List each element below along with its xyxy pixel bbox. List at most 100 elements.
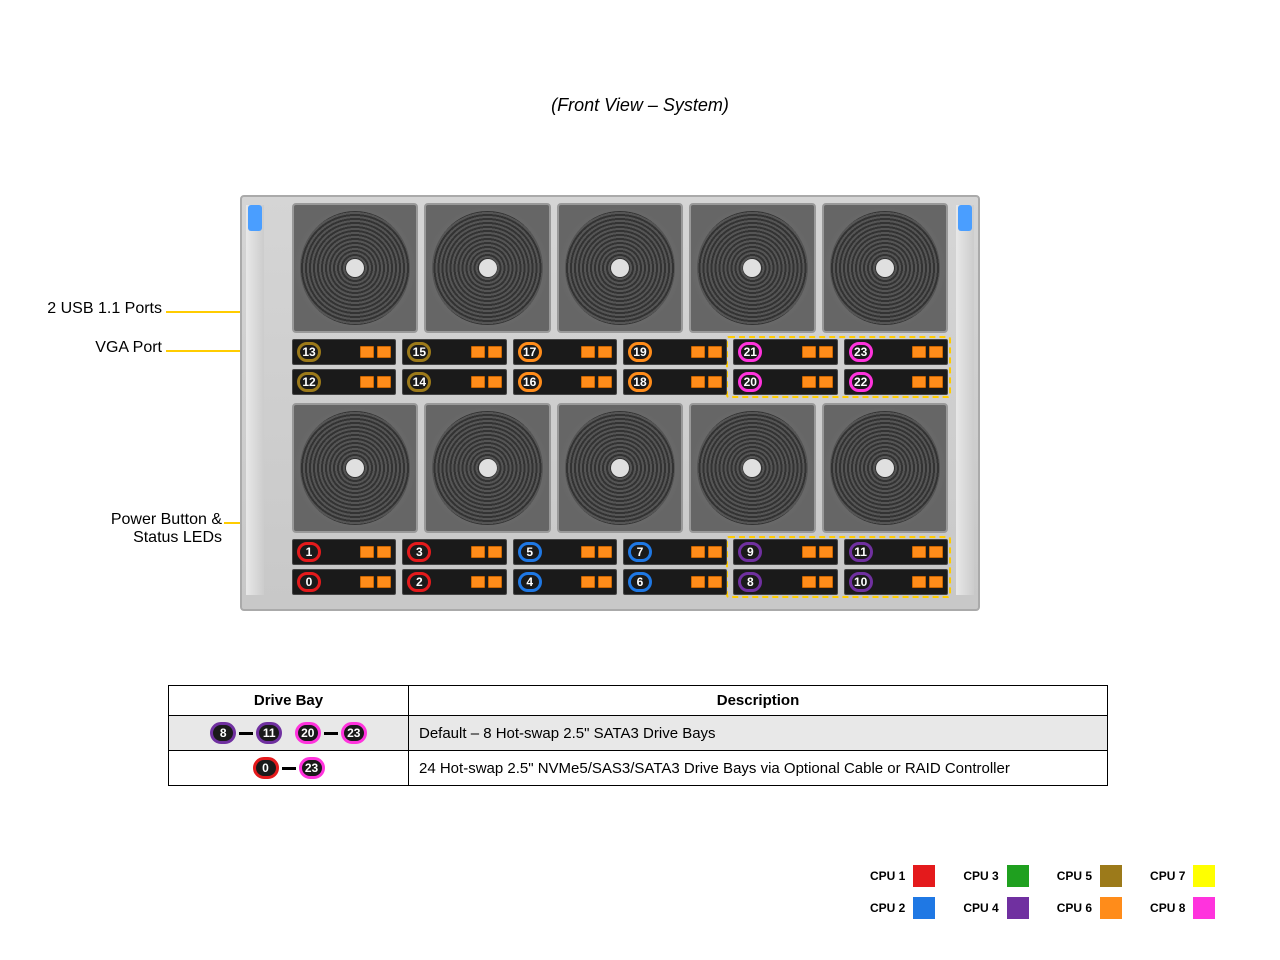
bay-number-badge: 21 [738,342,762,362]
drive-bay: 0 [292,569,396,595]
fan-row-top [292,203,948,333]
bay-connector-icon [471,346,502,358]
table-header: Drive Bay [169,686,409,716]
drive-bay: 16 [513,369,617,395]
callout-vga: VGA Port [2,339,162,357]
legend-item: CPU 4 [963,897,1028,919]
bay-number-badge: 11 [849,542,873,562]
legend-item: CPU 6 [1057,897,1122,919]
callout-usb: 2 USB 1.1 Ports [2,300,162,318]
fan-icon [424,203,550,333]
bay-connector-icon [581,376,612,388]
rack-handle-left [246,205,264,595]
drive-bay: 22 [844,369,948,395]
bay-number-badge: 1 [297,542,321,562]
drive-bay: 13 [292,339,396,365]
bay-connector-icon [912,376,943,388]
bay-number-badge: 6 [628,572,652,592]
drive-bay-row-bottom: 10325476981110 [292,539,948,595]
drive-bay: 10 [844,569,948,595]
bay-number-badge: 15 [407,342,431,362]
bay-connector-icon [360,376,391,388]
bay-number-badge: 18 [628,372,652,392]
bay-number-badge: 4 [518,572,542,592]
table-header: Description [409,686,1108,716]
fan-row-bottom [292,403,948,533]
fan-icon [822,403,948,533]
bay-connector-icon [802,546,833,558]
drive-bay: 23 [844,339,948,365]
drive-bay: 6 [623,569,727,595]
bay-number-badge: 20 [738,372,762,392]
fan-icon [689,203,815,333]
bay-connector-icon [581,346,612,358]
legend-item: CPU 2 [870,897,935,919]
drive-bay: 18 [623,369,727,395]
bay-number-badge: 17 [518,342,542,362]
drive-bay: 20 [733,369,837,395]
bay-number-badge: 10 [849,572,873,592]
page-title: (Front View – System) [0,0,1280,116]
drive-bay: 7 [623,539,727,565]
table-cell-desc: 24 Hot-swap 2.5" NVMe5/SAS3/SATA3 Drive … [409,751,1108,786]
bay-connector-icon [360,546,391,558]
drive-bay-table: Drive Bay Description 811 2023 Default –… [168,685,1108,786]
fan-icon [292,203,418,333]
bay-number-badge: 9 [738,542,762,562]
bay-connector-icon [912,546,943,558]
drive-bay: 14 [402,369,506,395]
fan-icon [689,403,815,533]
bay-connector-icon [581,576,612,588]
drive-bay: 4 [513,569,617,595]
drive-bay: 8 [733,569,837,595]
drive-bay: 17 [513,339,617,365]
drive-bay: 1 [292,539,396,565]
bay-number-badge: 2 [407,572,431,592]
fan-icon [424,403,550,533]
legend-item: CPU 1 [870,865,935,887]
bay-number-badge: 19 [628,342,652,362]
fan-icon [557,203,683,333]
bay-number-badge: 22 [849,372,873,392]
bay-connector-icon [360,346,391,358]
bay-connector-icon [691,346,722,358]
bay-number-badge: 5 [518,542,542,562]
fan-icon [822,203,948,333]
bay-connector-icon [471,576,502,588]
bay-number-badge: 13 [297,342,321,362]
drive-bay: 19 [623,339,727,365]
bay-number-badge: 23 [849,342,873,362]
cpu-legend: CPU 1 CPU 3 CPU 5 CPU 7 CPU 2 CPU 4 CPU 6 CPU 8 [870,865,1215,919]
fan-icon [557,403,683,533]
drive-bay: 15 [402,339,506,365]
table-cell-bays: 811 2023 [169,716,409,751]
bay-connector-icon [471,546,502,558]
drive-bay: 21 [733,339,837,365]
bay-number-badge: 14 [407,372,431,392]
drive-bay: 12 [292,369,396,395]
server-chassis: 131215141716191821202322 10325476981110 [240,195,980,611]
bay-connector-icon [802,346,833,358]
bay-number-badge: 16 [518,372,542,392]
bay-connector-icon [912,576,943,588]
drive-bay: 2 [402,569,506,595]
drive-bay: 3 [402,539,506,565]
bay-connector-icon [691,546,722,558]
legend-item: CPU 7 [1150,865,1215,887]
rack-handle-right [956,205,974,595]
drive-bay-row-top: 13 12 15 14 17 16 19 18 21 20 23 22 [292,339,948,395]
bay-number-badge: 3 [407,542,431,562]
legend-item: CPU 3 [963,865,1028,887]
fan-icon [292,403,418,533]
drive-bay: 5 [513,539,617,565]
table-cell-bays: 023 [169,751,409,786]
bay-number-badge: 7 [628,542,652,562]
legend-item: CPU 8 [1150,897,1215,919]
legend-item: CPU 5 [1057,865,1122,887]
bay-number-badge: 0 [297,572,321,592]
callout-power: Power Button & Status LEDs [2,511,222,547]
drive-bay: 9 [733,539,837,565]
bay-number-badge: 12 [297,372,321,392]
table-cell-desc: Default – 8 Hot-swap 2.5" SATA3 Drive Ba… [409,716,1108,751]
bay-connector-icon [802,376,833,388]
